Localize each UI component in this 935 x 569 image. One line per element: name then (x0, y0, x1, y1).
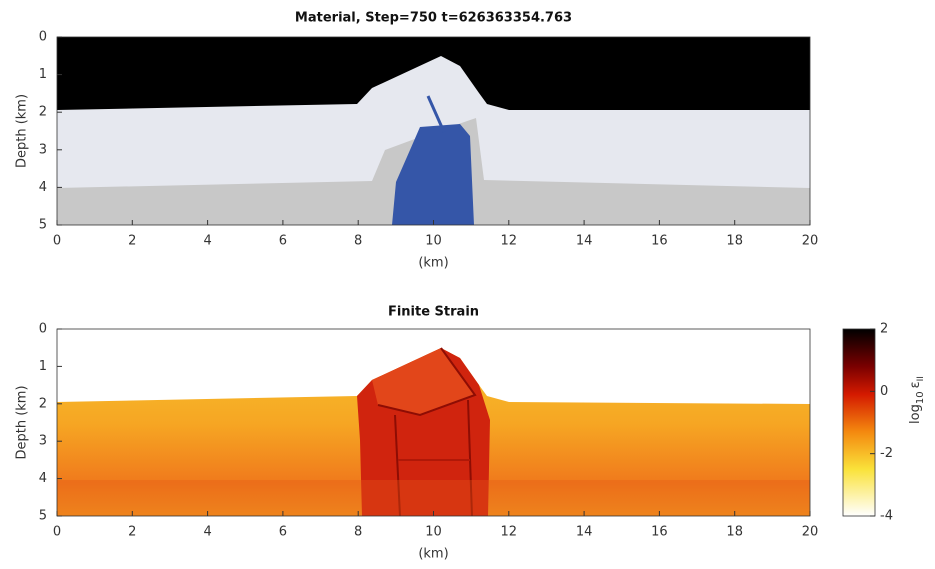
y-tick-label: 2 (39, 105, 47, 120)
colorbar-tick-label: -2 (880, 446, 893, 461)
x-tick-label: 12 (501, 525, 518, 540)
cb-label-part: ε (908, 381, 923, 388)
x-tick-label: 20 (802, 234, 819, 249)
chart-title: Material, Step=750 t=626363354.763 (295, 11, 572, 26)
cb-label-part: II (916, 376, 926, 381)
y-tick-label: 5 (39, 218, 47, 233)
y-tick-label: 3 (39, 142, 47, 157)
x-tick-label: 16 (651, 234, 668, 249)
strain-field (57, 348, 810, 516)
x-tick-label: 14 (576, 525, 593, 540)
x-tick-label: 2 (128, 525, 136, 540)
colorbar-label: log10 εII (908, 376, 927, 424)
colorbar-tick-label: 2 (880, 322, 888, 337)
x-tick-label: 10 (425, 234, 442, 249)
x-tick-label: 0 (53, 525, 61, 540)
colorbar (843, 329, 875, 516)
x-tick-label: 4 (203, 525, 211, 540)
x-tick-label: 20 (802, 525, 819, 540)
x-tick-label: 2 (128, 234, 136, 249)
x-axis-label: (km) (418, 547, 448, 562)
chart-title: Finite Strain (388, 305, 479, 320)
y-tick-label: 1 (39, 359, 47, 374)
figure: log10εII Material, Step=750 t=626363354.… (0, 0, 935, 569)
colorbar-tick-label: 0 (880, 384, 888, 399)
cb-label-part: 10 (915, 391, 926, 404)
y-tick-label: 4 (39, 180, 47, 195)
y-tick-label: 1 (39, 67, 47, 82)
x-tick-label: 8 (354, 234, 362, 249)
y-axis-label: Depth (km) (15, 385, 30, 459)
x-tick-label: 6 (279, 525, 287, 540)
x-tick-label: 18 (726, 234, 743, 249)
x-tick-label: 6 (279, 234, 287, 249)
x-tick-label: 4 (203, 234, 211, 249)
y-tick-label: 0 (39, 30, 47, 45)
colorbar-tick-label: -4 (880, 509, 893, 524)
x-tick-label: 16 (651, 525, 668, 540)
x-tick-label: 8 (354, 525, 362, 540)
x-tick-label: 12 (501, 234, 518, 249)
x-tick-label: 14 (576, 234, 593, 249)
x-axis-label: (km) (418, 256, 448, 271)
x-tick-label: 18 (726, 525, 743, 540)
y-axis-label: Depth (km) (15, 94, 30, 168)
y-tick-label: 4 (39, 471, 47, 486)
x-tick-label: 0 (53, 234, 61, 249)
x-tick-label: 10 (425, 525, 442, 540)
y-tick-label: 0 (39, 322, 47, 337)
y-tick-label: 3 (39, 434, 47, 449)
y-tick-label: 2 (39, 396, 47, 411)
y-tick-label: 5 (39, 509, 47, 524)
material-field (57, 37, 810, 225)
cb-label-part: log (908, 404, 923, 424)
